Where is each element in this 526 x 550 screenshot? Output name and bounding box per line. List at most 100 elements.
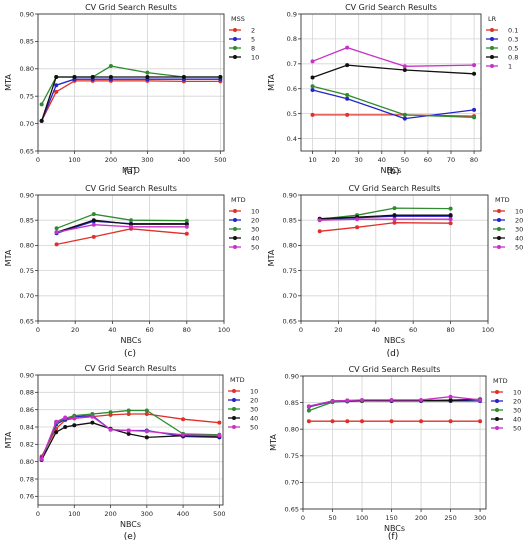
- data-point: [54, 242, 59, 247]
- data-point: [63, 415, 68, 420]
- data-point: [184, 231, 189, 236]
- x-tick-label: 100: [356, 514, 368, 522]
- x-tick-label: 100: [482, 326, 494, 334]
- panel-label: (e): [124, 532, 137, 542]
- series-line-30: [40, 409, 220, 461]
- data-point: [330, 419, 335, 424]
- legend-entry: 30: [250, 405, 258, 413]
- legend-marker: [495, 399, 499, 403]
- x-tick-label: 200: [104, 510, 116, 518]
- series-line-40: [41, 422, 220, 461]
- series-line-2: [41, 80, 221, 122]
- panel-label: (d): [387, 349, 400, 359]
- data-point: [108, 427, 113, 432]
- legend-marker: [233, 218, 237, 222]
- data-point: [402, 116, 407, 121]
- data-point: [345, 63, 350, 68]
- x-tick-label: 100: [68, 510, 80, 518]
- data-point: [129, 218, 133, 223]
- x-axis-label: NBCs: [384, 524, 405, 533]
- y-axis-label: MTA: [269, 434, 278, 451]
- legend-entry: 2: [251, 26, 255, 34]
- data-point: [144, 412, 149, 416]
- legend-marker: [233, 245, 237, 249]
- legend-entry: 50: [250, 423, 258, 431]
- chart-panel-5: 0 100 200 300 400 500 0.76 0.78 0.80 0.82 0.84 0.86…: [4, 364, 258, 542]
- data-point: [448, 213, 453, 218]
- series-line-50: [56, 224, 187, 233]
- legend-marker: [233, 46, 237, 50]
- x-tick-label: 50: [401, 156, 409, 164]
- series-line-40: [319, 214, 451, 220]
- legend-marker: [490, 64, 494, 68]
- data-point: [448, 217, 453, 222]
- x-tick-label: 100: [218, 326, 230, 334]
- plot-frame: [37, 374, 224, 506]
- plot-frame: [302, 375, 487, 510]
- chart-title: CV Grid Search Results: [345, 3, 437, 12]
- data-point: [392, 206, 397, 211]
- legend-entry: 20: [515, 216, 523, 224]
- data-point: [54, 230, 59, 235]
- panel-label: (b): [387, 167, 400, 177]
- data-point: [54, 419, 59, 424]
- data-point: [392, 220, 397, 225]
- x-tick-label: 20: [71, 326, 79, 334]
- data-point: [402, 112, 407, 117]
- data-point: [345, 419, 350, 424]
- legend-entry: 50: [251, 243, 259, 251]
- y-tick-label: 0.65: [20, 317, 34, 325]
- data-point: [448, 206, 453, 211]
- legend-entry: 40: [513, 415, 521, 423]
- plot-frame: [37, 13, 225, 152]
- data-point: [448, 394, 453, 399]
- data-point: [54, 89, 59, 94]
- legend-entry: 10: [250, 387, 258, 395]
- y-tick-label: 0.80: [20, 458, 34, 466]
- series-line-0.5: [312, 85, 475, 119]
- plot-frame: [37, 194, 225, 322]
- series-line-10: [41, 413, 220, 457]
- x-tick-label: 200: [105, 156, 117, 164]
- data-point: [217, 420, 222, 425]
- data-point: [126, 408, 131, 413]
- legend-marker: [497, 227, 501, 231]
- y-tick-label: 0.88: [20, 389, 34, 397]
- y-axis-label: MTA: [4, 249, 13, 266]
- series-line-50: [40, 415, 220, 460]
- data-point: [144, 408, 149, 413]
- legend-marker: [497, 209, 501, 213]
- y-tick-label: 0.82: [20, 441, 34, 449]
- data-point: [181, 417, 186, 422]
- data-point: [472, 63, 477, 68]
- data-point: [330, 399, 335, 404]
- y-tick-label: 0.70: [20, 120, 34, 128]
- legend-entry: 1: [508, 62, 512, 70]
- plot-frame: [300, 194, 489, 322]
- y-tick-label: 0.90: [20, 191, 34, 199]
- y-axis-label: MTA: [267, 249, 276, 266]
- data-point: [360, 419, 365, 424]
- data-point: [478, 419, 483, 424]
- data-point: [91, 212, 96, 217]
- panel-label: (c): [124, 349, 136, 359]
- y-tick-label: 0.85: [20, 38, 34, 46]
- series-line-5: [40, 78, 221, 122]
- legend-marker: [233, 28, 237, 32]
- x-tick-label: 200: [415, 514, 427, 522]
- y-tick-label: 0.85: [285, 399, 299, 407]
- panel-label: (f): [388, 532, 398, 542]
- data-point: [63, 425, 68, 429]
- y-tick-label: 0.80: [20, 65, 34, 73]
- legend-entry: 30: [251, 225, 259, 233]
- data-point: [392, 217, 397, 222]
- x-tick-label: 40: [378, 156, 386, 164]
- legend-title: MTD: [231, 196, 246, 204]
- y-tick-label: 0.4: [287, 135, 297, 143]
- legend-marker: [233, 37, 237, 41]
- data-point: [419, 397, 424, 402]
- data-point: [126, 412, 131, 416]
- data-point: [145, 70, 150, 75]
- plot-area: [301, 14, 481, 151]
- data-point: [72, 416, 77, 421]
